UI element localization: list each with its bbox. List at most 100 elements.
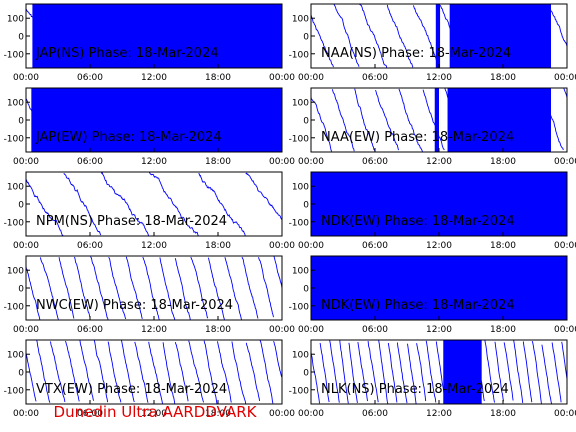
x-tick-label: 12:00 xyxy=(426,157,452,167)
x-tick-label: 06:00 xyxy=(362,157,388,167)
x-tick-label: 18:00 xyxy=(490,157,516,167)
plot-area xyxy=(311,256,567,320)
plot-area xyxy=(26,4,282,68)
x-tick-label: 18:00 xyxy=(205,73,231,83)
dense-trace-region xyxy=(311,256,567,320)
phase-trace xyxy=(26,88,282,152)
chart-title: NDK(EW) Phase: 18-Mar-2024 xyxy=(321,214,515,229)
chart-title: NWC(EW) Phase: 18-Mar-2024 xyxy=(36,298,233,313)
phase-trace xyxy=(26,256,282,320)
x-tick-label: 06:00 xyxy=(77,157,103,167)
x-tick-label: 00:00 xyxy=(554,73,576,83)
x-tick-label: 12:00 xyxy=(426,73,452,83)
y-tick-label: -100 xyxy=(289,218,310,228)
y-tick-label: -100 xyxy=(4,386,25,396)
x-tick-label: 18:00 xyxy=(490,73,516,83)
plot-area xyxy=(311,88,567,152)
x-tick-label: 06:00 xyxy=(362,325,388,335)
x-tick-label: 00:00 xyxy=(554,409,576,419)
x-tick-label: 12:00 xyxy=(426,325,452,335)
y-tick-label: -100 xyxy=(4,50,25,60)
y-tick-label: 100 xyxy=(292,99,309,109)
y-tick-label: -100 xyxy=(4,218,25,228)
x-tick-label: 18:00 xyxy=(490,325,516,335)
plot-area xyxy=(26,256,282,320)
chart-title: NDK(EW) Phase: 18-Mar-2024 xyxy=(321,298,515,313)
x-tick-label: 00:00 xyxy=(269,241,295,251)
phase-trace xyxy=(311,88,567,152)
chart-panel-7: 100 0 -100 00:00 06:00 12:00 18:00 00:00 NWC(EW)… xyxy=(4,255,295,335)
x-tick-label: 06:00 xyxy=(77,409,103,419)
plot-area xyxy=(311,4,567,68)
x-tick-label: 00:00 xyxy=(298,157,324,167)
dense-trace-region xyxy=(31,88,282,152)
x-tick-label: 18:00 xyxy=(205,157,231,167)
chart-panel-6: 100 0 -100 00:00 06:00 12:00 18:00 00:00 NDK(EW)… xyxy=(289,171,576,251)
plot-area xyxy=(26,88,282,152)
x-tick-label: 00:00 xyxy=(269,409,295,419)
x-tick-label: 06:00 xyxy=(362,241,388,251)
y-tick-label: 100 xyxy=(7,267,24,277)
y-tick-label: 100 xyxy=(292,351,309,361)
x-tick-label: 18:00 xyxy=(490,241,516,251)
x-tick-label: 12:00 xyxy=(426,409,452,419)
plot-area xyxy=(26,340,282,404)
phase-trace xyxy=(311,172,567,236)
chart-title: NAA(EW) Phase: 18-Mar-2024 xyxy=(321,130,514,145)
chart-panel-9: 100 0 -100 00:00 06:00 12:00 18:00 00:00 VTX(EW)… xyxy=(4,339,295,419)
y-tick-label: 0 xyxy=(303,201,309,211)
y-tick-label: 0 xyxy=(18,369,24,379)
chart-title: VTX(EW) Phase: 18-Mar-2024 xyxy=(36,382,227,397)
x-tick-label: 06:00 xyxy=(77,325,103,335)
x-tick-label: 12:00 xyxy=(141,409,167,419)
x-tick-label: 12:00 xyxy=(141,157,167,167)
dense-trace-region xyxy=(443,340,482,404)
x-tick-label: 00:00 xyxy=(13,325,39,335)
x-tick-label: 06:00 xyxy=(77,73,103,83)
dense-trace-region xyxy=(435,4,441,68)
phase-trace xyxy=(26,4,282,68)
x-tick-label: 00:00 xyxy=(269,157,295,167)
x-tick-label: 12:00 xyxy=(141,325,167,335)
y-tick-label: 0 xyxy=(18,201,24,211)
x-tick-label: 00:00 xyxy=(554,241,576,251)
x-tick-label: 00:00 xyxy=(13,409,39,419)
phase-trace xyxy=(311,340,567,404)
y-tick-label: -100 xyxy=(289,134,310,144)
y-tick-label: 0 xyxy=(18,285,24,295)
y-tick-label: 100 xyxy=(7,15,24,25)
y-tick-label: 0 xyxy=(303,285,309,295)
x-tick-label: 00:00 xyxy=(13,241,39,251)
x-tick-label: 18:00 xyxy=(205,325,231,335)
chart-panel-8: 100 0 -100 00:00 06:00 12:00 18:00 00:00 NDK(EW)… xyxy=(289,255,576,335)
y-tick-label: 100 xyxy=(7,351,24,361)
x-tick-label: 00:00 xyxy=(298,409,324,419)
y-tick-label: 100 xyxy=(292,15,309,25)
chart-title: NAA(NS) Phase: 18-Mar-2024 xyxy=(321,46,511,61)
chart-panel-4: 100 0 -100 00:00 06:00 12:00 18:00 00:00 NAA(EW)… xyxy=(289,87,576,167)
dense-trace-region xyxy=(447,88,551,152)
x-tick-label: 00:00 xyxy=(13,157,39,167)
x-tick-label: 00:00 xyxy=(269,325,295,335)
y-tick-label: 100 xyxy=(7,183,24,193)
x-tick-label: 00:00 xyxy=(269,73,295,83)
y-tick-label: 100 xyxy=(292,267,309,277)
y-tick-label: 0 xyxy=(303,33,309,43)
y-tick-label: -100 xyxy=(4,134,25,144)
phase-trace xyxy=(26,172,282,236)
plot-area xyxy=(311,172,567,236)
phase-trace xyxy=(311,256,567,320)
chart-panel-5: 100 0 -100 00:00 06:00 12:00 18:00 00:00 NPM(NS)… xyxy=(4,171,295,251)
x-tick-label: 00:00 xyxy=(298,73,324,83)
x-tick-label: 00:00 xyxy=(298,241,324,251)
chart-panel-1: 100 0 -100 00:00 06:00 12:00 18:00 00:00 JAP(NS)… xyxy=(4,3,295,83)
chart-title: NLK(NS) Phase: 18-Mar-2024 xyxy=(321,382,509,397)
chart-panel-10: 100 0 -100 00:00 06:00 12:00 18:00 00:00 NLK(NS)… xyxy=(289,339,576,419)
chart-title: NPM(NS) Phase: 18-Mar-2024 xyxy=(36,214,227,229)
chart-title: JAP(NS) Phase: 18-Mar-2024 xyxy=(35,46,219,61)
y-tick-label: -100 xyxy=(289,386,310,396)
x-tick-label: 18:00 xyxy=(205,241,231,251)
y-tick-label: -100 xyxy=(4,302,25,312)
dense-trace-region xyxy=(434,88,439,152)
